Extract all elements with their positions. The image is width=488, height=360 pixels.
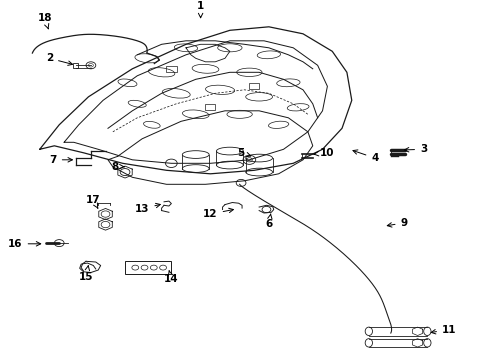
Text: 9: 9 xyxy=(386,218,407,228)
Text: 14: 14 xyxy=(163,271,178,284)
Text: 15: 15 xyxy=(79,266,93,282)
Text: 7: 7 xyxy=(49,155,72,165)
Text: 5: 5 xyxy=(237,148,250,158)
Bar xyxy=(249,83,259,89)
Text: 18: 18 xyxy=(37,13,52,29)
Text: 6: 6 xyxy=(264,214,272,229)
Bar xyxy=(165,66,176,72)
Text: 17: 17 xyxy=(86,195,101,208)
Text: 3: 3 xyxy=(404,144,427,154)
Bar xyxy=(73,63,78,68)
Text: 10: 10 xyxy=(313,148,334,158)
Text: 12: 12 xyxy=(203,208,233,219)
Text: 11: 11 xyxy=(430,325,456,334)
Text: 13: 13 xyxy=(135,203,160,214)
Text: 16: 16 xyxy=(8,239,41,249)
Text: 1: 1 xyxy=(197,1,204,18)
Text: 8: 8 xyxy=(111,162,124,172)
Bar xyxy=(205,104,215,111)
Text: 2: 2 xyxy=(46,53,72,66)
Text: 4: 4 xyxy=(352,150,378,163)
Bar xyxy=(125,261,171,274)
